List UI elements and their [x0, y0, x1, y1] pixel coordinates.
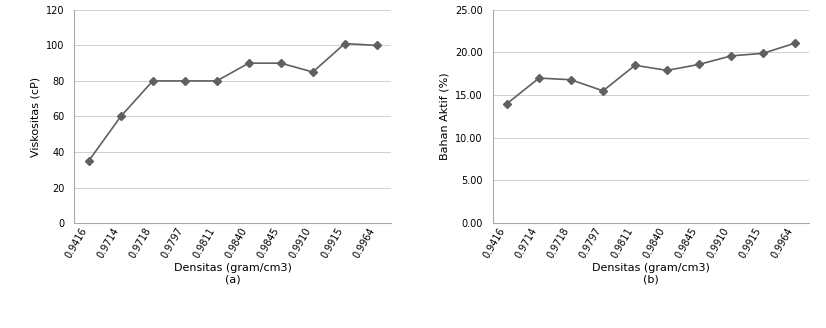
- X-axis label: Densitas (gram/cm3)
(a): Densitas (gram/cm3) (a): [173, 263, 292, 284]
- Y-axis label: Bahan Aktif (%): Bahan Aktif (%): [439, 72, 449, 160]
- Y-axis label: Viskositas (cP): Viskositas (cP): [31, 76, 40, 156]
- X-axis label: Densitas (gram/cm3)
(b): Densitas (gram/cm3) (b): [592, 263, 710, 284]
